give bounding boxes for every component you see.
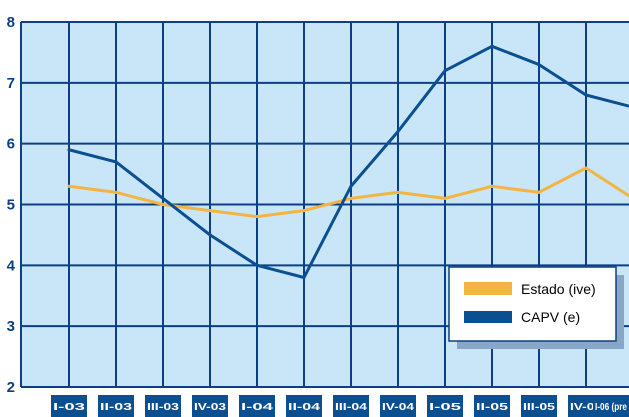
x-tick-label: III-04 [335, 401, 367, 413]
y-axis-ticks: 2 3 4 5 6 7 8 [7, 14, 16, 396]
data-point [584, 93, 588, 97]
data-point [208, 209, 212, 213]
x-tick-label: I-04 [241, 401, 273, 413]
y-tick-label: 2 [7, 379, 15, 396]
x-tick-label: IV-03 [194, 401, 226, 413]
data-point [255, 215, 259, 219]
x-tick-box [51, 395, 87, 417]
data-point [255, 263, 259, 267]
data-point [443, 196, 447, 200]
legend-label-estado: Estado (ive) [521, 281, 596, 297]
data-point [67, 184, 71, 188]
x-tick-box [192, 395, 228, 417]
x-tick-label: III-05 [523, 401, 555, 413]
x-tick-label: I-06 (pre [595, 401, 627, 413]
data-point [208, 233, 212, 237]
legend-swatch-estado [464, 282, 512, 295]
data-point [349, 184, 353, 188]
data-point [114, 160, 118, 164]
y-tick-label: 8 [7, 14, 15, 31]
x-tick-box [333, 395, 369, 417]
x-axis-ticks: I-03 II-03 III-03 IV-03 I-04 II-04 III-04 IV-04… [51, 395, 629, 417]
x-tick-box [521, 395, 557, 417]
legend-box [448, 266, 617, 342]
data-point [161, 196, 165, 200]
x-tick-label: I-03 [53, 401, 85, 413]
legend-swatch-capv [464, 311, 512, 323]
data-point [490, 44, 494, 48]
series-lines [67, 44, 629, 279]
data-point [443, 69, 447, 73]
x-tick-label: IV-04 [382, 401, 414, 413]
data-point [537, 190, 541, 194]
x-tick-label: II-04 [288, 401, 320, 413]
y-tick-label: 3 [7, 318, 15, 335]
x-tick-box [239, 395, 275, 417]
data-point [302, 209, 306, 213]
x-tick-box [380, 395, 416, 417]
y-tick-label: 7 [7, 75, 15, 92]
data-point [67, 148, 71, 152]
data-point [349, 196, 353, 200]
data-point [114, 190, 118, 194]
legend-label-capv: CAPV (e) [521, 309, 580, 325]
x-tick-box [427, 395, 463, 417]
legend: Estado (ive) CAPV (e) [448, 266, 624, 349]
x-tick-box [145, 395, 181, 417]
data-point [537, 63, 541, 67]
y-tick-label: 4 [7, 257, 16, 274]
x-tick-box [286, 395, 322, 417]
y-tick-label: 6 [7, 136, 15, 153]
data-point [396, 130, 400, 133]
x-tick-label: II-05 [476, 401, 508, 413]
data-point [161, 203, 165, 206]
data-point [396, 190, 400, 194]
data-point [584, 166, 588, 170]
y-tick-label: 5 [7, 197, 15, 214]
x-tick-label: II-03 [100, 401, 132, 413]
data-point [490, 184, 494, 188]
data-point [302, 276, 306, 279]
x-tick-box [593, 395, 629, 417]
x-tick-label: III-03 [147, 401, 179, 413]
x-tick-box [98, 395, 134, 417]
x-tick-label: I-05 [429, 401, 461, 413]
x-tick-box [474, 395, 510, 417]
